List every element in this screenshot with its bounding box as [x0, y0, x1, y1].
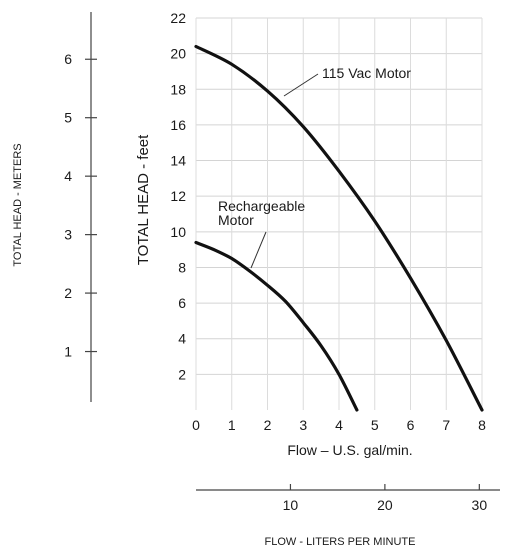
liters-tick-label: 20 — [377, 497, 393, 513]
meters-tick-label: 5 — [64, 110, 72, 126]
annotation-leader-1 — [250, 231, 267, 269]
annotation-line: Rechargeable — [218, 198, 305, 214]
x-tick-label: 2 — [264, 417, 272, 433]
meters-tick-label: 6 — [64, 51, 72, 67]
annotation-label-1: Rechargeable Motor — [218, 198, 305, 228]
x-tick-label: 7 — [442, 417, 450, 433]
annotation-line: Motor — [218, 212, 254, 228]
y-tick-label: 16 — [170, 117, 186, 133]
y-axis-title: TOTAL HEAD - feet — [135, 134, 152, 265]
liters-axis-title: FLOW - LITERS PER MINUTE — [265, 536, 416, 548]
x-tick-label: 6 — [407, 417, 415, 433]
meters-axis-title: TOTAL HEAD - METERS — [12, 143, 24, 266]
labels: 115 Vac Motor Rechargeable Motor — [218, 65, 411, 269]
series-line-1 — [194, 240, 359, 412]
y-tick-label: 20 — [170, 46, 186, 62]
series-line-0 — [194, 44, 484, 412]
x-axis-title: Flow – U.S. gal/min. — [287, 442, 412, 458]
x-tick-label: 5 — [371, 417, 379, 433]
y-tick-label: 14 — [170, 153, 186, 169]
meters-tick-label: 1 — [64, 344, 72, 360]
y-tick-label: 10 — [170, 224, 186, 240]
meters-tick-label: 2 — [64, 285, 72, 301]
curves — [194, 44, 484, 412]
annotation-leader-0 — [283, 73, 319, 97]
y-tick-label: 12 — [170, 188, 186, 204]
x-tick-label: 3 — [299, 417, 307, 433]
liters-tick-label: 10 — [283, 497, 299, 513]
meters-tick-label: 3 — [64, 227, 72, 243]
grid — [195, 17, 483, 410]
annotation-label-0: 115 Vac Motor — [322, 65, 411, 81]
y-tick-label: 4 — [178, 331, 186, 347]
y-tick-label: 22 — [170, 10, 186, 26]
liters-tick-label: 30 — [472, 497, 488, 513]
x-tick-label: 1 — [228, 417, 236, 433]
x-tick-label: 4 — [335, 417, 343, 433]
y-tick-label: 6 — [178, 295, 186, 311]
y-tick-label: 18 — [170, 81, 186, 97]
y-tick-label: 8 — [178, 259, 186, 275]
y-tick-label: 2 — [178, 366, 186, 382]
meters-tick-label: 4 — [64, 168, 72, 184]
x-tick-label: 8 — [478, 417, 486, 433]
x-tick-label: 0 — [192, 417, 200, 433]
